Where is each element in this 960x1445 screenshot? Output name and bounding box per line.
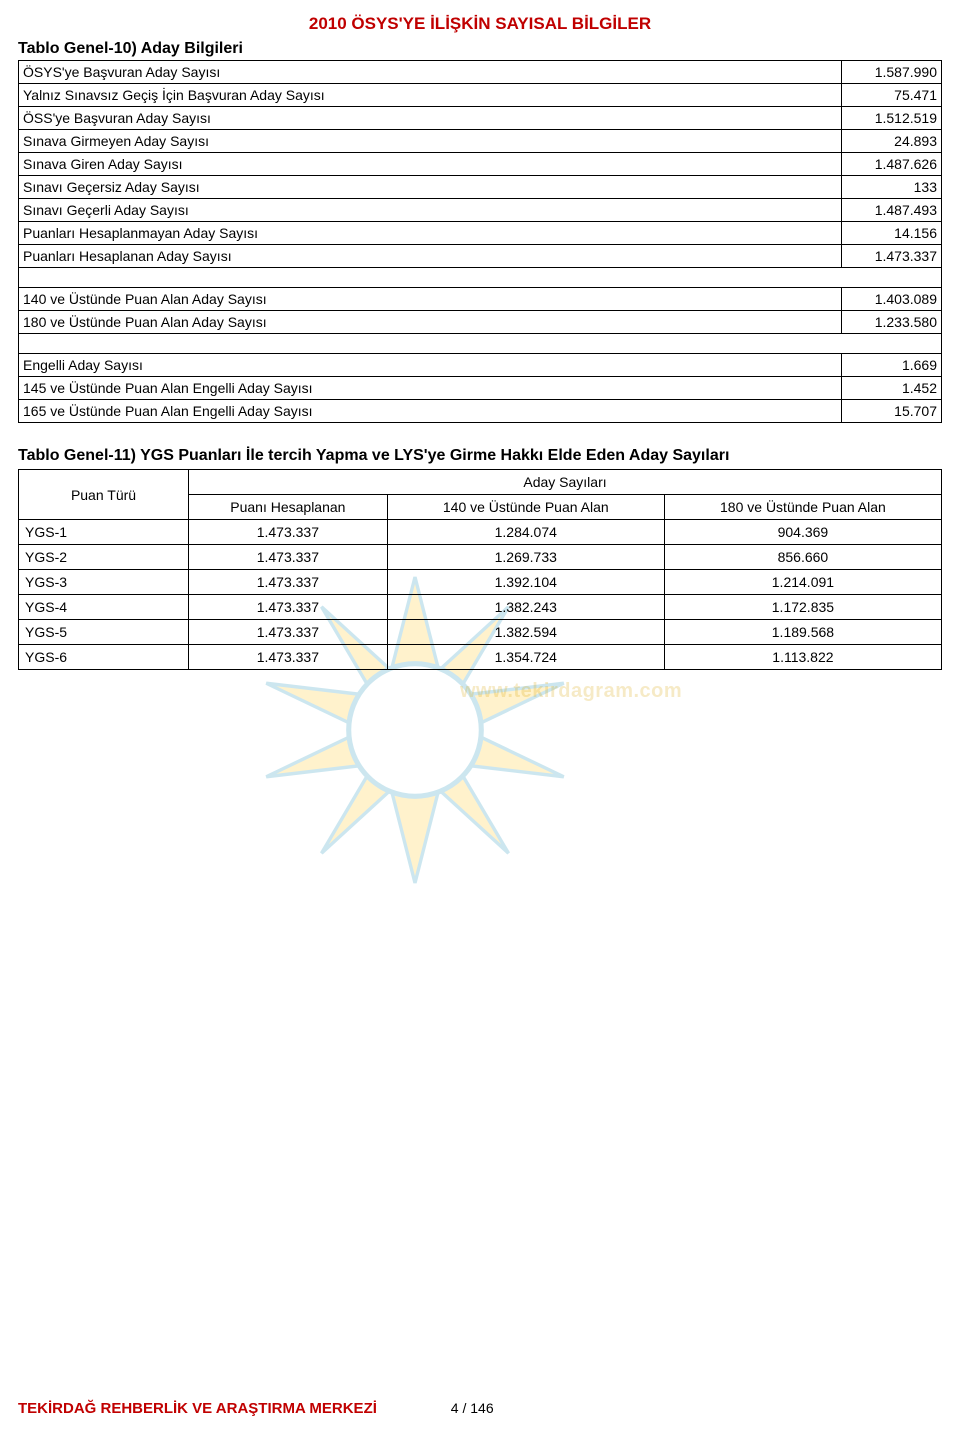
cell-value: 1.354.724 (387, 645, 664, 670)
table-row: Yalnız Sınavsız Geçiş İçin Başvuran Aday… (19, 84, 942, 107)
row-value: 75.471 (842, 84, 942, 107)
row-label: Sınava Giren Aday Sayısı (19, 153, 842, 176)
table11-heading: Tablo Genel-11) YGS Puanları İle tercih … (18, 447, 942, 465)
footer-org: TEKİRDAĞ REHBERLİK VE ARAŞTIRMA MERKEZİ (18, 1400, 377, 1417)
cell-value: 1.392.104 (387, 570, 664, 595)
row-label: 180 ve Üstünde Puan Alan Aday Sayısı (19, 311, 842, 334)
row-label: YGS-4 (19, 595, 189, 620)
t11-group-header: Aday Sayıları (189, 470, 942, 495)
table-row: Sınava Girmeyen Aday Sayısı24.893 (19, 130, 942, 153)
table-row: 180 ve Üstünde Puan Alan Aday Sayısı1.23… (19, 311, 942, 334)
cell-value: 1.113.822 (664, 645, 941, 670)
cell-value: 1.284.074 (387, 520, 664, 545)
cell-value: 1.269.733 (387, 545, 664, 570)
table-row: Puanları Hesaplanmayan Aday Sayısı14.156 (19, 222, 942, 245)
cell-value: 1.473.337 (189, 645, 388, 670)
row-label: 140 ve Üstünde Puan Alan Aday Sayısı (19, 288, 842, 311)
page-footer: TEKİRDAĞ REHBERLİK VE ARAŞTIRMA MERKEZİ … (0, 1400, 960, 1417)
row-label: ÖSYS'ye Başvuran Aday Sayısı (19, 61, 842, 84)
row-value: 1.512.519 (842, 107, 942, 130)
row-value: 1.452 (842, 377, 942, 400)
cell-value: 1.473.337 (189, 620, 388, 645)
table-10: ÖSYS'ye Başvuran Aday Sayısı1.587.990Yal… (18, 60, 942, 423)
table-row: YGS-41.473.3371.382.2431.172.835 (19, 595, 942, 620)
row-value: 24.893 (842, 130, 942, 153)
table-row: Sınavı Geçersiz Aday Sayısı133 (19, 176, 942, 199)
row-value: 1.669 (842, 354, 942, 377)
cell-value: 1.473.337 (189, 595, 388, 620)
cell-value: 856.660 (664, 545, 941, 570)
row-value: 14.156 (842, 222, 942, 245)
t11-col-header: 140 ve Üstünde Puan Alan (387, 495, 664, 520)
table10-heading: Tablo Genel-10) Aday Bilgileri (18, 40, 942, 58)
row-value: 1.473.337 (842, 245, 942, 268)
table-row: YGS-31.473.3371.392.1041.214.091 (19, 570, 942, 595)
spacer-row (19, 334, 942, 354)
row-label: Puanları Hesaplanan Aday Sayısı (19, 245, 842, 268)
page-title: 2010 ÖSYS'YE İLİŞKİN SAYISAL BİLGİLER (18, 14, 942, 34)
t11-col-header: 180 ve Üstünde Puan Alan (664, 495, 941, 520)
row-value: 1.587.990 (842, 61, 942, 84)
row-value: 133 (842, 176, 942, 199)
table-row: YGS-61.473.3371.354.7241.113.822 (19, 645, 942, 670)
row-label: Engelli Aday Sayısı (19, 354, 842, 377)
row-label: 145 ve Üstünde Puan Alan Engelli Aday Sa… (19, 377, 842, 400)
row-label: 165 ve Üstünde Puan Alan Engelli Aday Sa… (19, 400, 842, 423)
table-row: Engelli Aday Sayısı1.669 (19, 354, 942, 377)
table-row: YGS-11.473.3371.284.074904.369 (19, 520, 942, 545)
row-value: 1.233.580 (842, 311, 942, 334)
table-row: 165 ve Üstünde Puan Alan Engelli Aday Sa… (19, 400, 942, 423)
row-label: YGS-1 (19, 520, 189, 545)
row-value: 1.403.089 (842, 288, 942, 311)
row-label: Sınavı Geçerli Aday Sayısı (19, 199, 842, 222)
row-label: Sınavı Geçersiz Aday Sayısı (19, 176, 842, 199)
row-value: 1.487.493 (842, 199, 942, 222)
table-row: 145 ve Üstünde Puan Alan Engelli Aday Sa… (19, 377, 942, 400)
row-value: 1.487.626 (842, 153, 942, 176)
row-label: YGS-5 (19, 620, 189, 645)
cell-value: 904.369 (664, 520, 941, 545)
watermark-url: www.tekirdagram.com (460, 680, 682, 703)
row-label: Puanları Hesaplanmayan Aday Sayısı (19, 222, 842, 245)
table-row: YGS-51.473.3371.382.5941.189.568 (19, 620, 942, 645)
t11-rowheader: Puan Türü (19, 470, 189, 520)
table-row: YGS-21.473.3371.269.733856.660 (19, 545, 942, 570)
cell-value: 1.382.594 (387, 620, 664, 645)
cell-value: 1.473.337 (189, 545, 388, 570)
row-label: YGS-6 (19, 645, 189, 670)
table-row: Puanları Hesaplanan Aday Sayısı1.473.337 (19, 245, 942, 268)
spacer-row (19, 268, 942, 288)
row-label: ÖSS'ye Başvuran Aday Sayısı (19, 107, 842, 130)
table-row: Sınava Giren Aday Sayısı1.487.626 (19, 153, 942, 176)
table-11: Puan Türü Aday Sayıları Puanı Hesaplanan… (18, 469, 942, 670)
row-value: 15.707 (842, 400, 942, 423)
row-label: YGS-2 (19, 545, 189, 570)
cell-value: 1.382.243 (387, 595, 664, 620)
cell-value: 1.473.337 (189, 520, 388, 545)
cell-value: 1.214.091 (664, 570, 941, 595)
row-label: Sınava Girmeyen Aday Sayısı (19, 130, 842, 153)
row-label: Yalnız Sınavsız Geçiş İçin Başvuran Aday… (19, 84, 842, 107)
row-label: YGS-3 (19, 570, 189, 595)
table-row: 140 ve Üstünde Puan Alan Aday Sayısı1.40… (19, 288, 942, 311)
t11-col-header: Puanı Hesaplanan (189, 495, 388, 520)
footer-page: 4 / 146 (451, 1400, 494, 1416)
table-row: Sınavı Geçerli Aday Sayısı1.487.493 (19, 199, 942, 222)
table-row: ÖSS'ye Başvuran Aday Sayısı1.512.519 (19, 107, 942, 130)
cell-value: 1.172.835 (664, 595, 941, 620)
table-row: ÖSYS'ye Başvuran Aday Sayısı1.587.990 (19, 61, 942, 84)
cell-value: 1.189.568 (664, 620, 941, 645)
cell-value: 1.473.337 (189, 570, 388, 595)
